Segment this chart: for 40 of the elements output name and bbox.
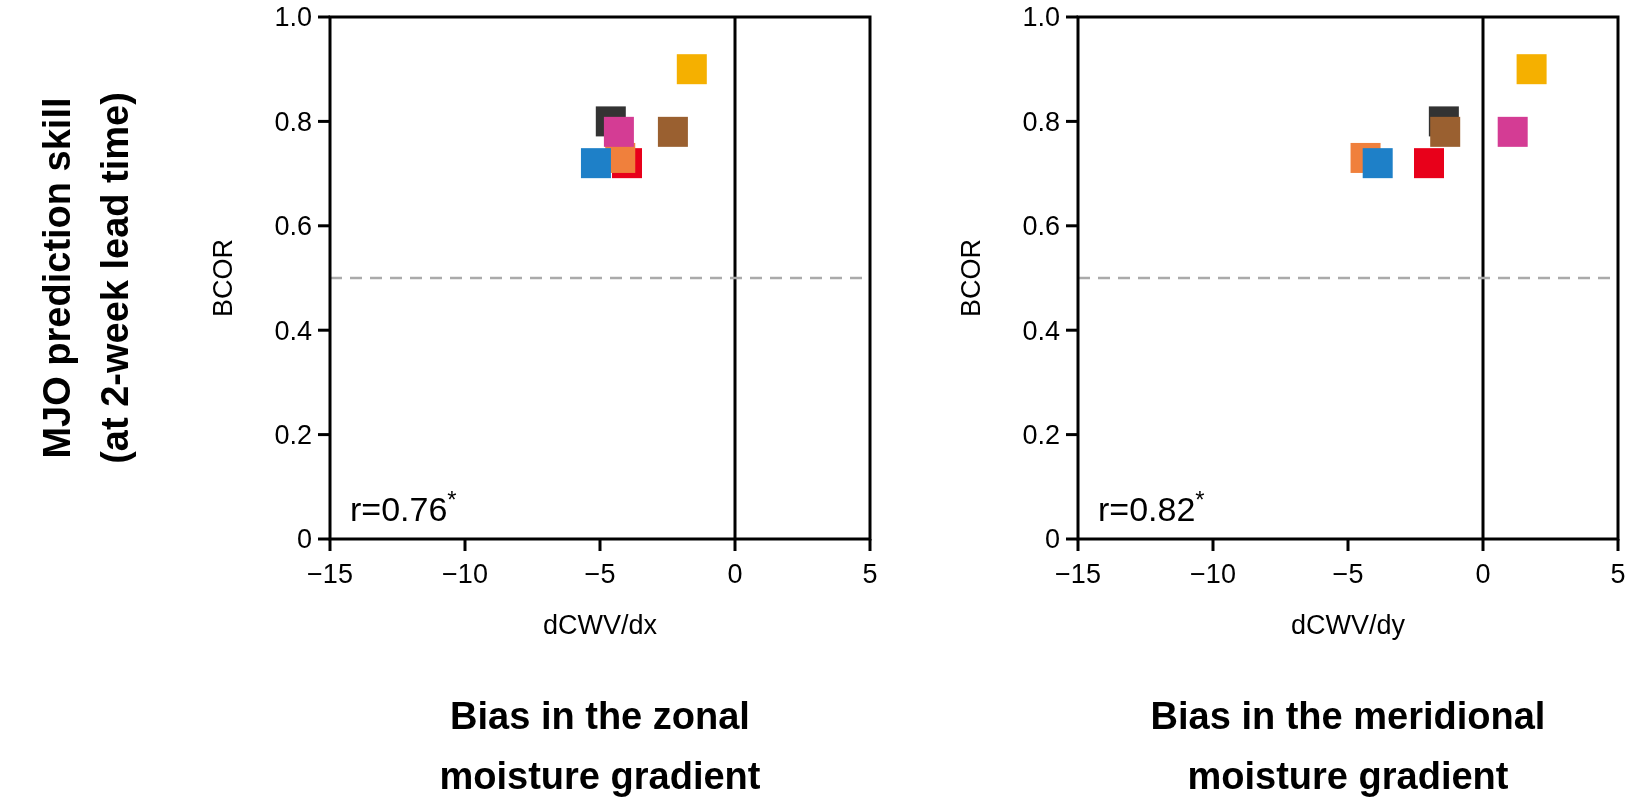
x-tick-label: 0 bbox=[1475, 559, 1491, 589]
y-tick-label: 0 bbox=[1044, 524, 1060, 555]
point bbox=[1430, 116, 1461, 147]
point bbox=[1414, 148, 1444, 179]
y-tick-label: 0.4 bbox=[274, 315, 312, 346]
y-tick-label: 0.6 bbox=[1022, 211, 1060, 242]
x-tick-label: 5 bbox=[862, 559, 878, 589]
y-tick-label: 0 bbox=[296, 524, 312, 555]
point bbox=[1516, 54, 1547, 85]
x-tick-label: −5 bbox=[584, 559, 616, 589]
y-tick-label: 0.2 bbox=[1022, 420, 1060, 451]
text: MJO prediction skill (at 2-week lead time) bbox=[36, 92, 136, 464]
y-tick-label: 0.4 bbox=[1022, 315, 1060, 346]
x-tick-label: −5 bbox=[1332, 559, 1364, 589]
y-tick-label: 1.0 bbox=[1022, 2, 1060, 33]
annotation: r=0.76$^{*}$ bbox=[350, 485, 457, 528]
point bbox=[676, 54, 707, 85]
annotation: r=0.82$^{*}$ bbox=[1098, 485, 1205, 528]
x-axis-title: dCWV/dy bbox=[1290, 610, 1406, 640]
y-axis-title: BCOR bbox=[208, 238, 238, 318]
x-tick-label: −10 bbox=[442, 559, 488, 589]
point bbox=[1362, 148, 1393, 179]
y-tick-label: 1.0 bbox=[274, 2, 312, 33]
x-tick-label: 5 bbox=[1610, 559, 1626, 589]
y-tick-label: 0.6 bbox=[274, 211, 312, 242]
y-axis-title: BCOR bbox=[956, 238, 986, 318]
point bbox=[657, 116, 688, 147]
text: Bias in the zonal moisture gradient bbox=[439, 695, 761, 797]
text: Bias in the meridional moisture gradient bbox=[1150, 695, 1546, 797]
x-tick-label: −10 bbox=[1190, 559, 1236, 589]
y-tick-label: 0.8 bbox=[1022, 106, 1060, 137]
x-axis-title: dCWV/dx bbox=[542, 610, 658, 640]
y-tick-label: 0.8 bbox=[274, 106, 312, 137]
point bbox=[580, 148, 611, 179]
point bbox=[1497, 116, 1528, 147]
x-tick-label: −15 bbox=[307, 559, 353, 589]
point bbox=[603, 116, 634, 147]
y-tick-label: 0.2 bbox=[274, 420, 312, 451]
x-tick-label: 0 bbox=[727, 559, 743, 589]
x-tick-label: −15 bbox=[1055, 559, 1101, 589]
